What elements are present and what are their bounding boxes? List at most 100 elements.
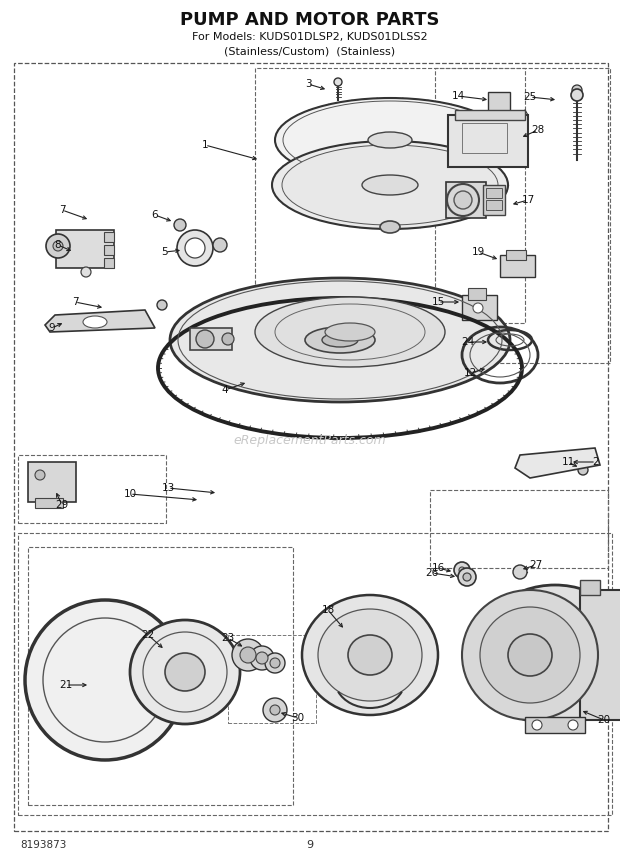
Ellipse shape xyxy=(508,634,552,676)
Circle shape xyxy=(263,698,287,722)
Circle shape xyxy=(81,267,91,277)
Ellipse shape xyxy=(318,609,422,701)
Text: 9: 9 xyxy=(49,323,55,333)
Circle shape xyxy=(265,653,285,673)
Ellipse shape xyxy=(282,145,498,225)
Ellipse shape xyxy=(165,653,205,691)
Text: eReplacementParts.com: eReplacementParts.com xyxy=(234,433,386,447)
Text: 1: 1 xyxy=(202,140,208,150)
Text: 7: 7 xyxy=(72,297,78,307)
Ellipse shape xyxy=(380,221,400,233)
Ellipse shape xyxy=(480,607,580,703)
Bar xyxy=(468,288,486,300)
Text: 20: 20 xyxy=(598,715,611,725)
Ellipse shape xyxy=(170,278,510,402)
Circle shape xyxy=(270,705,280,715)
Text: 26: 26 xyxy=(425,568,438,578)
Bar xyxy=(18,533,612,815)
Text: 7: 7 xyxy=(59,205,65,215)
Bar xyxy=(500,255,535,277)
Bar xyxy=(104,258,114,268)
Bar xyxy=(462,295,497,320)
Text: 21: 21 xyxy=(60,680,73,690)
Ellipse shape xyxy=(362,175,418,195)
Ellipse shape xyxy=(475,585,620,725)
Text: 16: 16 xyxy=(432,563,445,573)
Ellipse shape xyxy=(348,635,392,675)
Text: 18: 18 xyxy=(321,605,335,615)
Bar xyxy=(430,490,608,568)
Circle shape xyxy=(459,567,465,573)
Circle shape xyxy=(513,565,527,579)
Circle shape xyxy=(222,333,234,345)
Ellipse shape xyxy=(368,132,412,148)
Text: 23: 23 xyxy=(221,633,234,643)
Polygon shape xyxy=(515,448,600,478)
Circle shape xyxy=(458,568,476,586)
Circle shape xyxy=(334,78,342,86)
Text: 19: 19 xyxy=(471,247,485,257)
Bar xyxy=(228,635,316,723)
Bar xyxy=(580,580,600,595)
Ellipse shape xyxy=(83,316,107,328)
Circle shape xyxy=(454,562,470,578)
Bar xyxy=(435,68,610,363)
Bar xyxy=(18,455,166,523)
Text: 8193873: 8193873 xyxy=(20,840,66,850)
Text: 22: 22 xyxy=(141,630,154,640)
Ellipse shape xyxy=(130,620,240,724)
Circle shape xyxy=(35,470,45,480)
Circle shape xyxy=(46,234,70,258)
Bar xyxy=(462,123,507,153)
Circle shape xyxy=(213,238,227,252)
Bar xyxy=(486,188,502,198)
Bar xyxy=(525,717,585,733)
Ellipse shape xyxy=(322,333,358,347)
Polygon shape xyxy=(45,310,155,332)
Circle shape xyxy=(250,646,274,670)
Circle shape xyxy=(571,89,583,101)
Circle shape xyxy=(473,303,483,313)
Bar xyxy=(35,498,63,508)
Circle shape xyxy=(568,720,578,730)
Circle shape xyxy=(174,219,186,231)
Ellipse shape xyxy=(462,590,598,720)
Text: For Models: KUDS01DLSP2, KUDS01DLSS2: For Models: KUDS01DLSP2, KUDS01DLSS2 xyxy=(192,32,428,42)
Text: 6: 6 xyxy=(152,210,158,220)
Text: (Stainless/Custom)  (Stainless): (Stainless/Custom) (Stainless) xyxy=(224,46,396,56)
Circle shape xyxy=(578,465,588,475)
Text: 25: 25 xyxy=(523,92,537,102)
Circle shape xyxy=(270,658,280,668)
Circle shape xyxy=(196,330,214,348)
Bar xyxy=(28,462,76,502)
Bar xyxy=(486,200,502,210)
Bar xyxy=(190,328,232,350)
Text: 15: 15 xyxy=(432,297,445,307)
Bar xyxy=(483,185,505,215)
Text: 9: 9 xyxy=(306,840,314,850)
Ellipse shape xyxy=(255,297,445,367)
Circle shape xyxy=(256,652,268,664)
Ellipse shape xyxy=(275,98,505,182)
Text: 13: 13 xyxy=(161,483,175,493)
Bar xyxy=(506,250,526,260)
Text: 4: 4 xyxy=(222,385,228,395)
Circle shape xyxy=(532,720,542,730)
Bar xyxy=(28,547,293,805)
Bar xyxy=(56,230,114,268)
Ellipse shape xyxy=(185,238,205,258)
Text: 12: 12 xyxy=(463,368,477,378)
Text: 30: 30 xyxy=(291,713,304,723)
Ellipse shape xyxy=(302,595,438,715)
Text: 5: 5 xyxy=(162,247,168,257)
Text: 11: 11 xyxy=(561,457,575,467)
Text: 29: 29 xyxy=(55,500,69,510)
Bar xyxy=(255,68,525,323)
Bar xyxy=(580,590,620,720)
Bar xyxy=(448,115,528,167)
Text: 2: 2 xyxy=(593,457,600,467)
Bar xyxy=(104,245,114,255)
Text: 28: 28 xyxy=(531,125,544,135)
Bar xyxy=(488,92,510,122)
Circle shape xyxy=(240,647,256,663)
